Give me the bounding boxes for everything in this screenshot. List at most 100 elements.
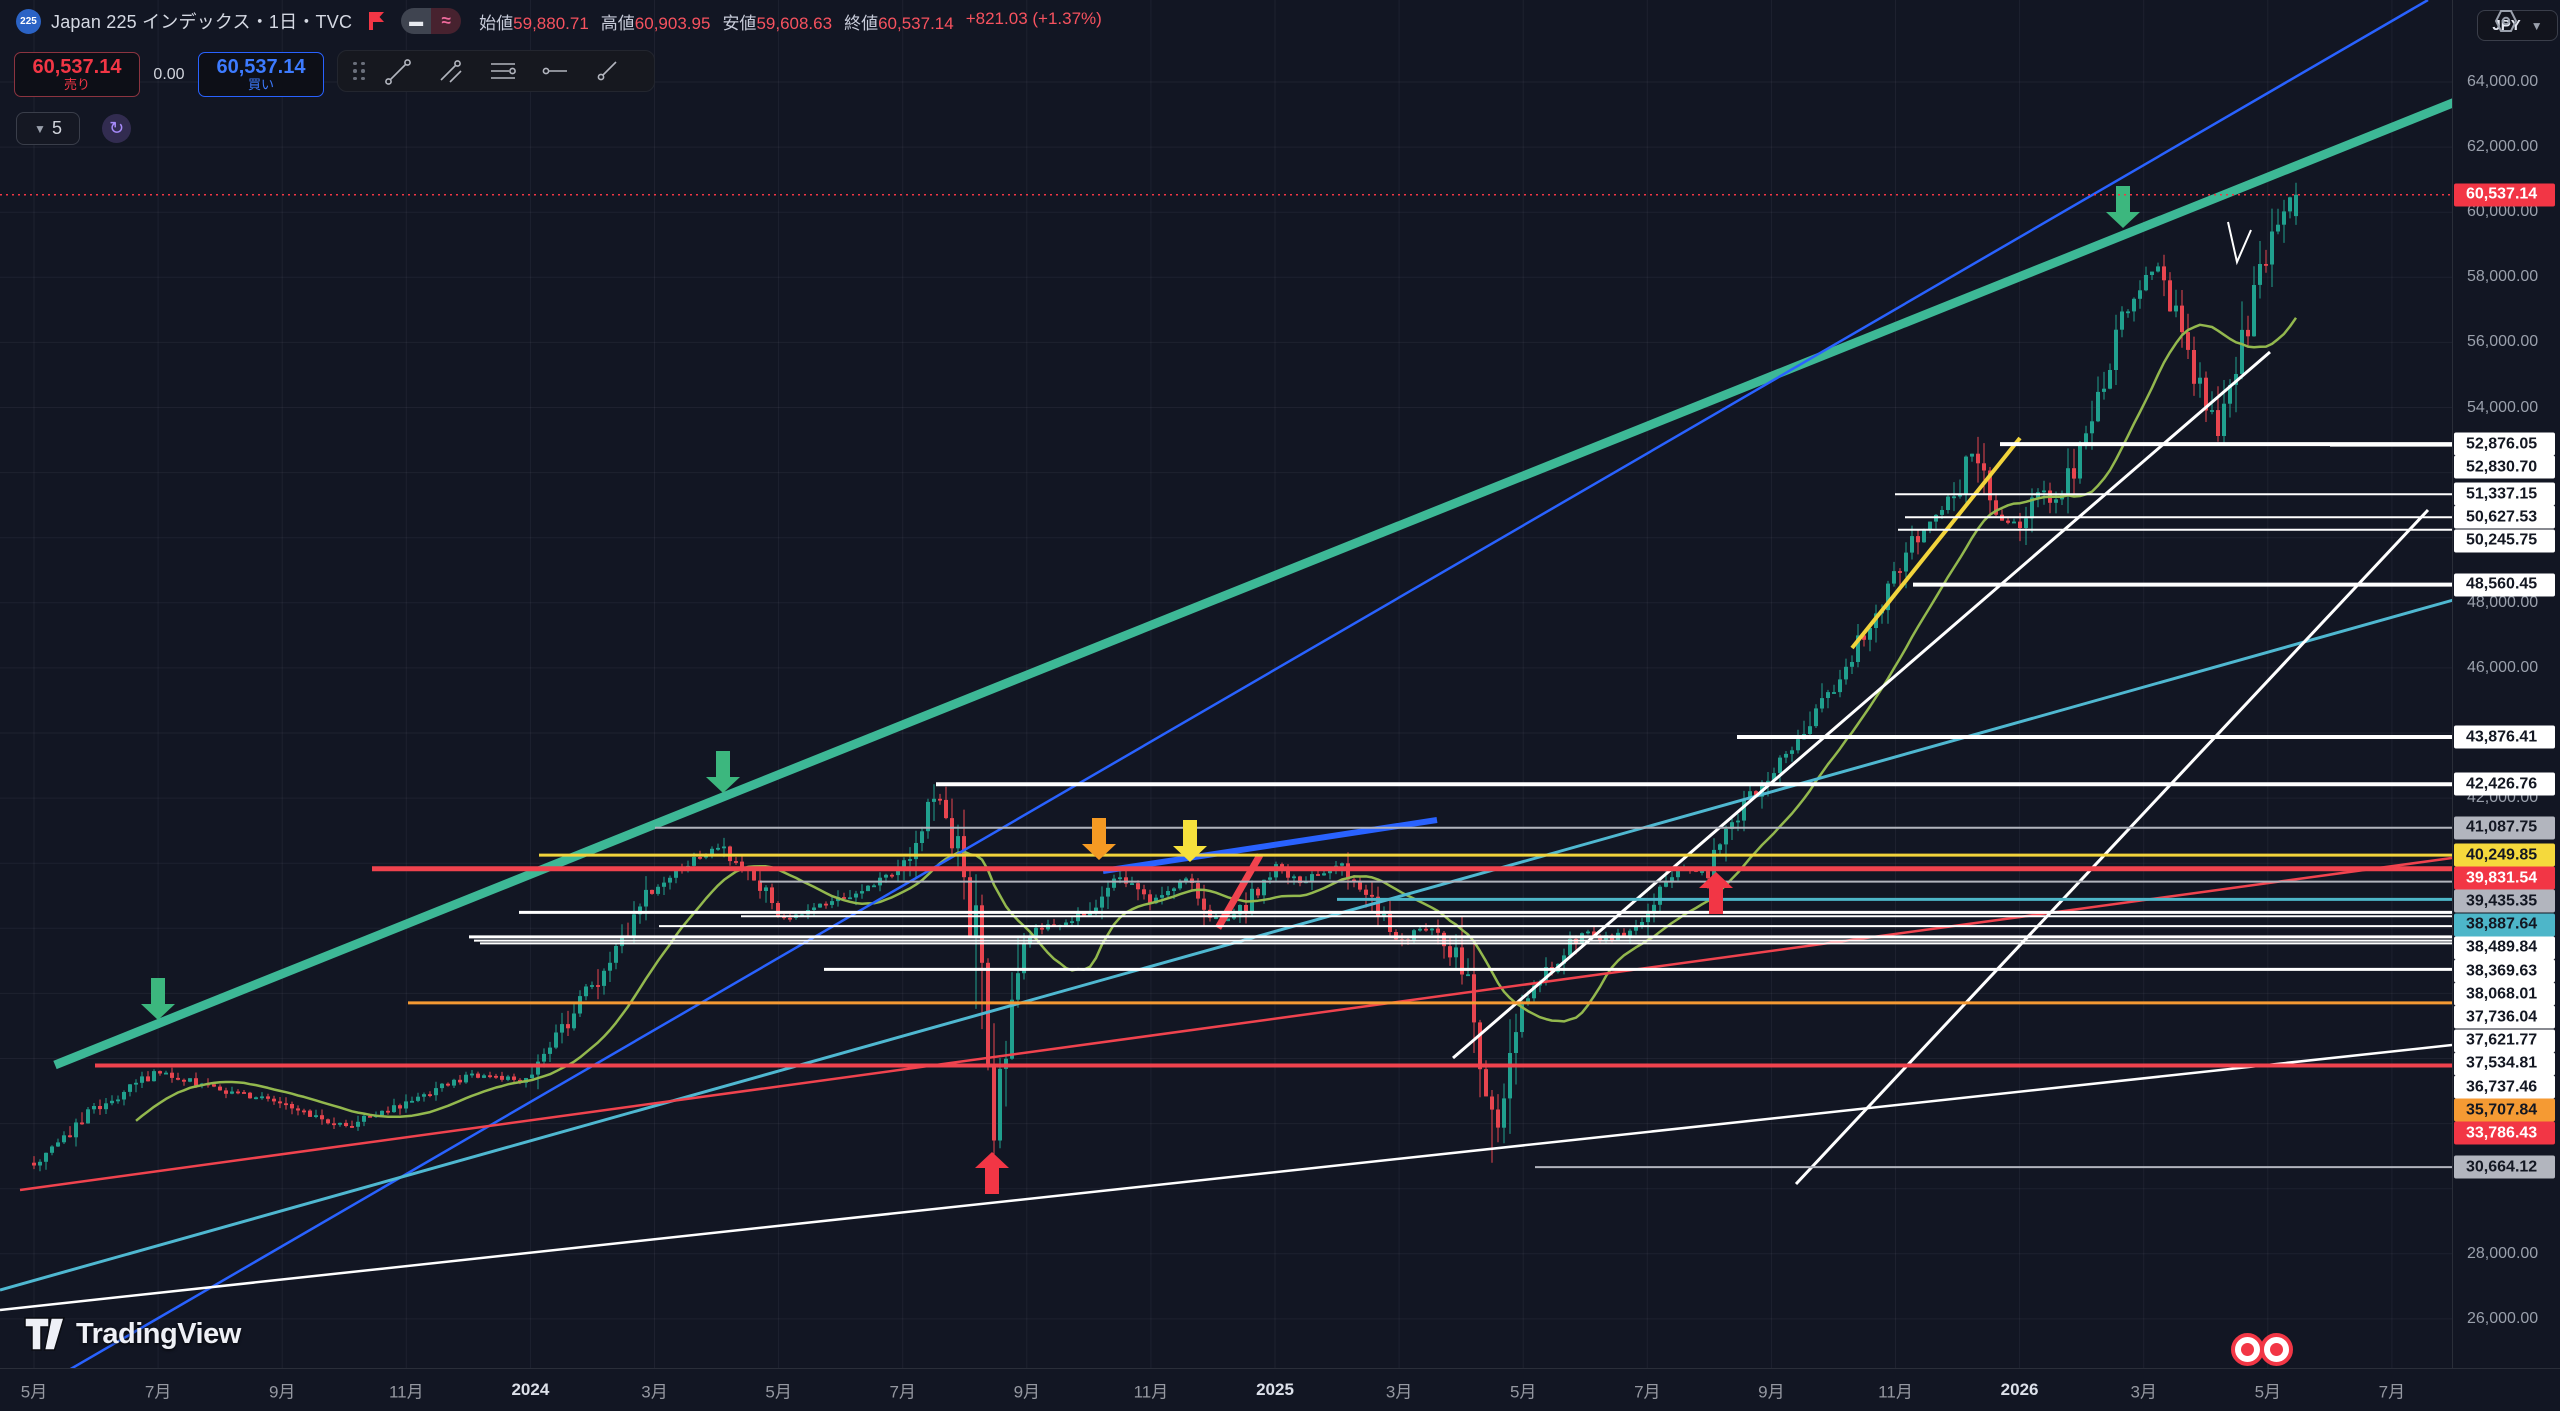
price-tick-label: 46,000.00 — [2467, 658, 2539, 676]
down-arrow-marker[interactable] — [1082, 818, 1116, 860]
tradingview-logo-text: TradingView — [76, 1317, 241, 1350]
level-price-label: 37,736.04 — [2454, 1005, 2555, 1029]
time-tick-label: 2025 — [1256, 1380, 1294, 1399]
time-tick-label: 11月 — [1878, 1382, 1913, 1402]
record-icon[interactable] — [2260, 1333, 2293, 1366]
drawing-yellow-segment[interactable] — [1850, 436, 2022, 650]
dash-toggle-icon[interactable]: ▬ — [401, 8, 432, 34]
drawing-white-channel-b[interactable] — [1794, 508, 2430, 1186]
drawing-cyan-trend[interactable] — [0, 570, 2452, 1292]
interval-row: ▼ 5 ↻ — [16, 112, 131, 145]
price-axis[interactable]: 64,000.00 62,000.00 60,000.00 58,000.00 56,0… — [2453, 0, 2560, 1368]
level-price-label: 50,627.53 — [2454, 505, 2555, 529]
horizontal-ray-icon[interactable] — [532, 53, 578, 89]
time-tick-label: 2026 — [2000, 1380, 2039, 1399]
drawing-blue-trend[interactable] — [0, 0, 2429, 1368]
time-tick-label: 7月 — [144, 1382, 172, 1402]
record-icon[interactable] — [2231, 1333, 2264, 1366]
drawing-zigzag[interactable] — [2227, 221, 2252, 266]
level-price-label: 40,249.85 — [2454, 843, 2555, 867]
time-tick-label: 9月 — [1758, 1382, 1785, 1402]
chevron-down-icon: ▼ — [2530, 18, 2543, 33]
tradingview-mark-icon — [24, 1317, 66, 1351]
level-price-label: 52,830.70 — [2454, 455, 2555, 479]
time-tick-label: 5月 — [1509, 1382, 1537, 1402]
level-price-label: 42,426.76 — [2454, 772, 2555, 796]
time-tick-label: 7月 — [2378, 1382, 2406, 1402]
level-price-label: 52,876.05 — [2454, 432, 2555, 456]
up-arrow-marker[interactable] — [1699, 872, 1733, 914]
level-price-label: 51,337.15 — [2454, 482, 2555, 506]
price-tick-label: 64,000.00 — [2467, 73, 2539, 90]
flag-icon[interactable] — [368, 11, 385, 31]
drawing-white-support[interactable] — [0, 1043, 2452, 1312]
buy-button[interactable]: 60,537.14 買い — [198, 52, 324, 97]
down-arrow-marker[interactable] — [706, 751, 740, 793]
change-value: +821.03 (+1.37%) — [965, 8, 1102, 28]
chart-pane[interactable] — [0, 0, 2452, 1368]
ray-icon[interactable] — [584, 53, 630, 89]
trend-line-icon[interactable] — [376, 53, 422, 89]
axis-settings-icon[interactable] — [2492, 8, 2520, 34]
order-panel: 60,537.14 売り 0.00 60,537.14 買い — [14, 52, 324, 97]
currency-button[interactable]: JPY ▼ — [2477, 10, 2558, 41]
ohlc-values: 始値59,880.71 高値60,903.95 安値59,608.63 終値60… — [479, 9, 1102, 34]
drawing-red-support[interactable] — [19, 856, 2452, 1192]
time-tick-label: 3月 — [641, 1382, 668, 1402]
price-tick-label: 62,000.00 — [2467, 138, 2539, 156]
price-axis-border — [2452, 0, 2453, 1368]
level-price-label: 30,664.12 — [2454, 1155, 2555, 1179]
time-tick-label: 11月 — [388, 1382, 424, 1402]
price-tick-label: 26,000.00 — [2467, 1309, 2539, 1327]
bottom-right-controls — [2231, 1333, 2293, 1366]
toolbar-drag-handle[interactable] — [348, 61, 370, 81]
time-tick-label: 3月 — [1385, 1382, 1413, 1402]
time-axis-border — [0, 1368, 2560, 1369]
level-price-label: 38,369.63 — [2454, 959, 2555, 983]
level-price-label: 37,534.81 — [2454, 1052, 2555, 1076]
symbol-logo[interactable]: 225 — [16, 8, 41, 34]
fib-retracement-icon[interactable] — [480, 53, 526, 89]
tradingview-logo[interactable]: TradingView — [24, 1316, 241, 1352]
drawing-toolbar — [337, 50, 655, 92]
chevron-down-icon: ▼ — [34, 121, 46, 136]
info-line-icon[interactable] — [428, 53, 474, 89]
symbol-title[interactable]: Japan 225 インデックス・1日・TVC — [51, 12, 353, 32]
price-tick-label: 58,000.00 — [2467, 268, 2539, 286]
level-price-label: 50,245.75 — [2454, 529, 2555, 553]
level-price-label: 33,786.43 — [2454, 1121, 2555, 1145]
open-value: 始値59,880.71 — [479, 13, 589, 33]
down-arrow-marker[interactable] — [2106, 186, 2140, 228]
level-price-label: 39,831.54 — [2454, 866, 2555, 890]
high-value: 高値60,903.95 — [600, 13, 711, 33]
quick-toggle-pill[interactable]: ▬ ≈ — [401, 8, 462, 34]
down-arrow-marker[interactable] — [141, 978, 175, 1020]
price-tick-label: 56,000.00 — [2467, 333, 2539, 351]
time-tick-label: 9月 — [268, 1382, 296, 1402]
interval-button[interactable]: ▼ 5 — [16, 112, 80, 145]
time-tick-label: 11月 — [1133, 1382, 1169, 1402]
sell-button[interactable]: 60,537.14 売り — [14, 52, 140, 97]
current-price-label: 60,537.14 — [2454, 183, 2555, 207]
level-price-label: 38,887.64 — [2454, 913, 2555, 937]
price-tick-label: 54,000.00 — [2467, 398, 2539, 416]
candlestick-series — [32, 182, 2298, 1175]
level-price-label: 43,876.41 — [2454, 725, 2555, 749]
time-tick-label: 2024 — [511, 1380, 550, 1399]
down-arrow-marker[interactable] — [1173, 820, 1207, 862]
moving-average-line — [135, 317, 2298, 1122]
drawing-major-uptrend[interactable] — [53, 88, 2452, 1070]
close-value: 終値60,537.14 — [844, 13, 954, 33]
approx-toggle-icon[interactable]: ≈ — [431, 8, 462, 34]
time-axis[interactable]: 5月 7月 9月 11月 2024 3月 5月 7月 9月 11月 2025 3月 5月 7月 9月 11月 2… — [0, 1369, 2560, 1411]
up-arrow-marker[interactable] — [975, 1152, 1009, 1194]
level-price-label: 38,068.01 — [2454, 982, 2555, 1006]
sync-icon[interactable]: ↻ — [102, 114, 131, 143]
level-price-label: 37,621.77 — [2454, 1029, 2555, 1053]
time-tick-label: 5月 — [20, 1382, 48, 1402]
price-tick-label: 60,000.00 — [2467, 203, 2539, 221]
time-tick-label: 9月 — [1013, 1382, 1041, 1402]
time-tick-label: 3月 — [2130, 1382, 2157, 1402]
time-tick-label: 7月 — [889, 1382, 916, 1402]
